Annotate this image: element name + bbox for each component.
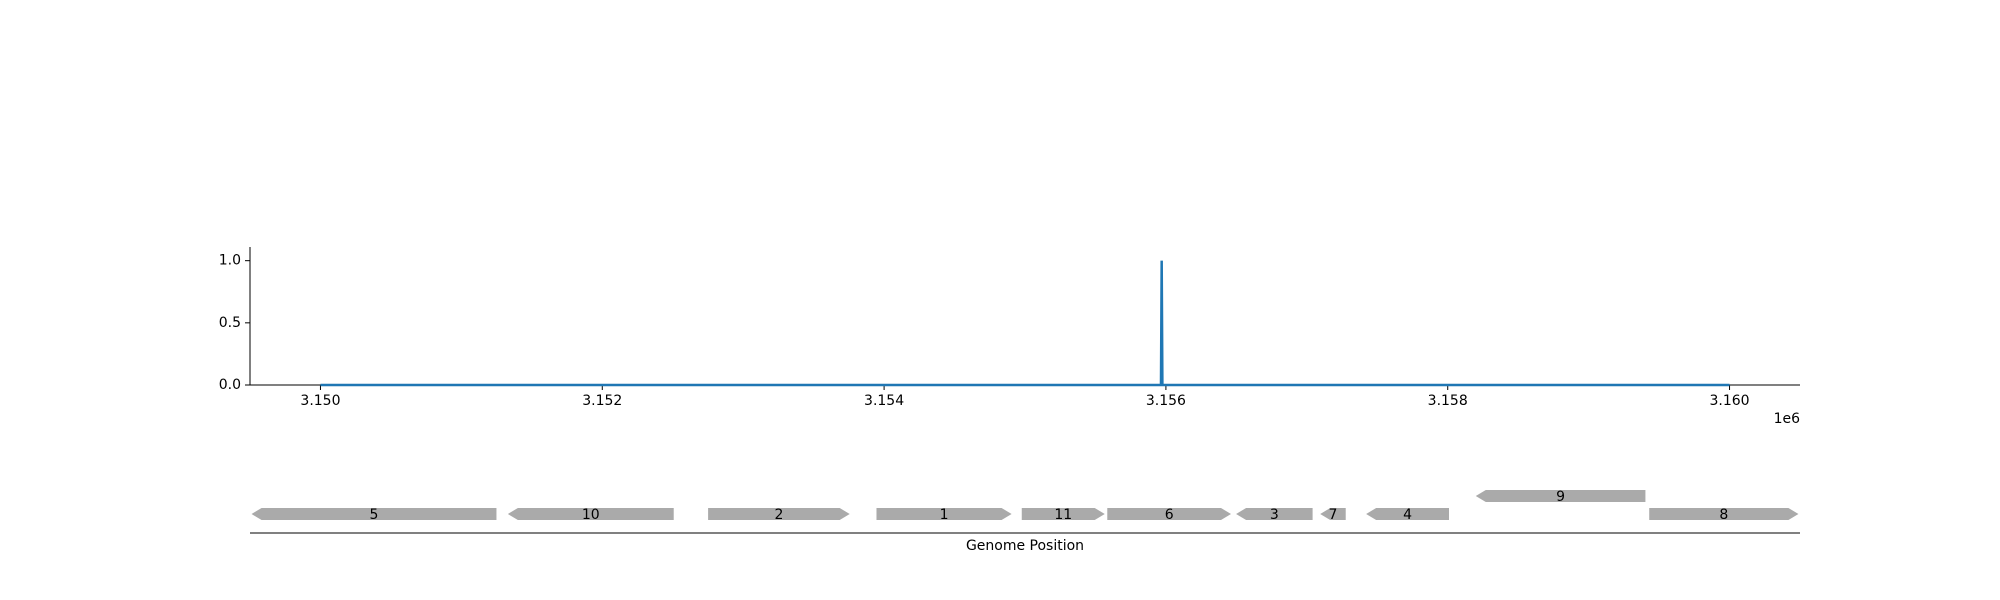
gene xyxy=(1021,508,1105,520)
gene-label: 11 xyxy=(1054,507,1072,523)
y-tick-label: 1.0 xyxy=(219,253,241,269)
x-tick-label: 3.158 xyxy=(1428,393,1468,409)
gene xyxy=(708,508,850,520)
gene xyxy=(1366,508,1449,520)
gene xyxy=(1320,508,1346,520)
gene-label: 10 xyxy=(582,507,600,523)
y-tick-label: 0.5 xyxy=(219,315,241,331)
x-offset-label: 1e6 xyxy=(1774,411,1801,427)
x-tick-label: 3.154 xyxy=(864,393,904,409)
gene-label: 9 xyxy=(1556,489,1565,505)
y-tick-label: 0.0 xyxy=(219,377,241,393)
gene-label: 3 xyxy=(1270,507,1279,523)
gene xyxy=(1649,508,1799,520)
gene xyxy=(251,508,497,520)
coverage-line xyxy=(320,260,1730,387)
x-tick-label: 3.156 xyxy=(1146,393,1186,409)
gene xyxy=(876,508,1012,520)
gene-label: 6 xyxy=(1165,507,1174,523)
gene xyxy=(1236,508,1313,520)
gene-label: 8 xyxy=(1719,507,1728,523)
x-tick-label: 3.150 xyxy=(300,393,340,409)
x-tick-label: 3.152 xyxy=(582,393,622,409)
x-axis-label: Genome Position xyxy=(966,538,1084,554)
gene-label: 7 xyxy=(1328,507,1337,523)
gene xyxy=(507,508,674,520)
gene-label: 2 xyxy=(774,507,783,523)
gene xyxy=(1475,490,1646,502)
gene-label: 1 xyxy=(940,507,949,523)
gene-label: 4 xyxy=(1403,507,1412,523)
x-tick-label: 3.160 xyxy=(1709,393,1749,409)
gene xyxy=(1107,508,1232,520)
gene-label: 5 xyxy=(370,507,379,523)
